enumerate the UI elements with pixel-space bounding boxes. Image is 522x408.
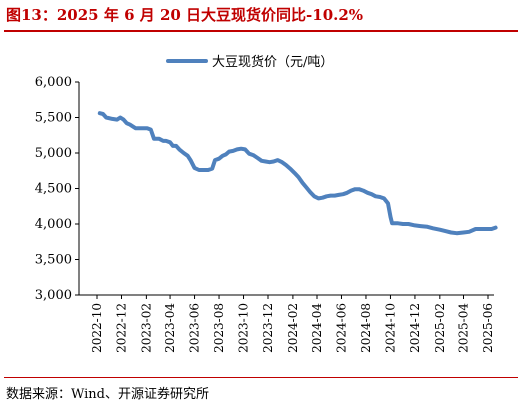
y-tick-label: 3,000: [35, 288, 72, 303]
y-tick-label: 5,000: [35, 146, 72, 161]
series-layer: [97, 111, 498, 236]
title-rule: [4, 30, 518, 32]
x-tick-label: 2024-06: [334, 303, 348, 353]
line-chart: 大豆现货价（元/吨） 3,000 3,500 4,000 4,500 5,000 5,50…: [35, 54, 498, 353]
x-tick-label: 2024-04: [310, 303, 324, 353]
x-tick-label: 2022-12: [114, 303, 128, 353]
y-tick-label: 5,500: [35, 111, 72, 126]
legend: 大豆现货价（元/吨）: [166, 54, 333, 70]
x-tick-label: 2025-06: [481, 303, 495, 353]
y-tick-label: 4,500: [35, 182, 72, 197]
axes: [78, 82, 494, 296]
source-rule: [4, 377, 518, 378]
x-tick-label: 2023-08: [212, 303, 226, 353]
y-tick-label: 4,000: [35, 217, 72, 232]
x-tick-label: 2023-06: [188, 303, 202, 353]
figure-title: 图13：2025 年 6 月 20 日大豆现货价同比-10.2%: [6, 6, 364, 24]
x-tick-label: 2025-04: [457, 303, 471, 353]
legend-label: 大豆现货价（元/吨）: [212, 54, 333, 70]
x-tick-label: 2023-12: [261, 303, 275, 353]
x-tick-label: 2023-10: [237, 303, 251, 353]
x-tick-label: 2024-08: [359, 303, 373, 353]
y-tick-label: 6,000: [35, 75, 72, 90]
x-tick-label: 2024-12: [408, 303, 422, 353]
y-tick-label: 3,500: [35, 253, 72, 268]
y-axis-ticks: 3,000 3,500 4,000 4,500 5,000 5,500 6,000: [35, 75, 79, 303]
chart-container: 大豆现货价（元/吨） 3,000 3,500 4,000 4,500 5,000 5,50…: [0, 36, 522, 376]
x-tick-label: 2024-10: [383, 303, 397, 353]
x-tick-label: 2023-04: [163, 303, 177, 353]
source-note: 数据来源：Wind、开源证券研究所: [6, 387, 209, 402]
series-line: [97, 111, 498, 236]
x-tick-label: 2025-02: [433, 303, 447, 353]
x-tick-label: 2023-02: [139, 303, 153, 353]
x-tick-label: 2024-02: [286, 303, 300, 353]
x-tick-label: 2022-10: [90, 303, 104, 353]
x-axis-ticks: 2022-10 2022-12 2023-02 2023-04 2023-06 2023-…: [90, 295, 495, 353]
